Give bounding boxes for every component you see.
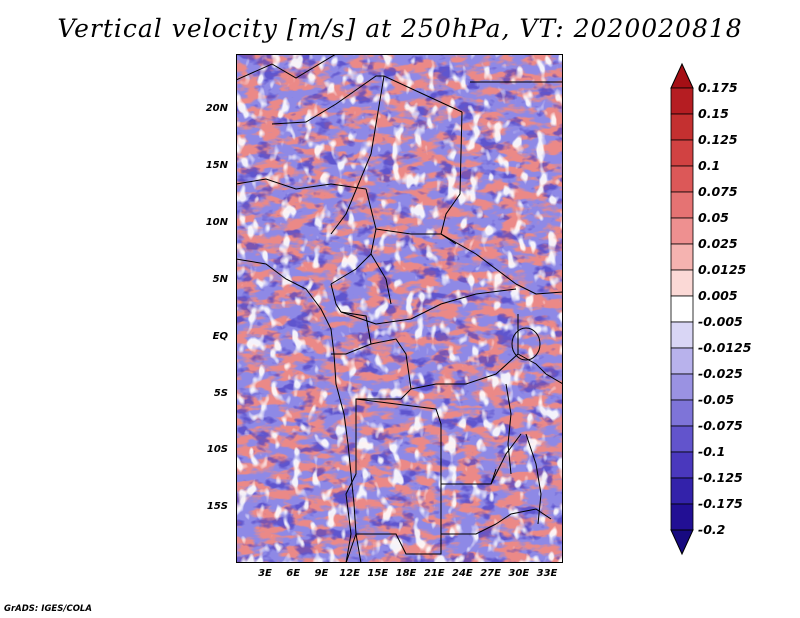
lon-tick-label: 9E — [314, 568, 329, 579]
map-panel — [236, 54, 563, 563]
colorbar-label: -0.125 — [698, 470, 743, 485]
colorbar-swatch — [670, 269, 694, 297]
lon-tick-label: 21E — [423, 568, 445, 579]
colorbar-label: 0.0125 — [698, 262, 747, 277]
colorbar-swatch — [670, 165, 694, 193]
colorbar-label: -0.025 — [698, 366, 743, 381]
colorbar-label: 0.15 — [698, 106, 729, 121]
lon-tick-label: 3E — [258, 568, 272, 579]
colorbar-swatch — [670, 503, 694, 531]
colorbar-swatch — [670, 451, 694, 479]
lat-tick-label: 15N — [205, 160, 228, 171]
lon-tick-label: 15E — [367, 568, 389, 579]
colorbar-label: 0.1 — [698, 158, 721, 173]
colorbar: 0.175 0.15 0.125 0.1 0.075 0.05 0.025 0.0125 0.0… — [670, 62, 790, 562]
colorbar-label: -0.175 — [698, 496, 743, 511]
colorbar-swatch — [670, 399, 694, 427]
lat-tick-label: 15S — [206, 501, 228, 512]
lat-tick-label: EQ — [212, 331, 228, 342]
colorbar-max-arrow — [670, 62, 694, 89]
colorbar-swatch — [670, 87, 694, 115]
colorbar-swatch — [670, 113, 694, 141]
lon-tick-label: 27E — [480, 568, 501, 579]
lon-tick-label: 18E — [395, 568, 417, 579]
lat-tick-label: 5S — [213, 388, 228, 399]
grads-credit: GrADS: IGES/COLA — [4, 604, 92, 614]
colorbar-label: -0.05 — [698, 392, 735, 407]
lon-tick-label: 6E — [286, 568, 301, 579]
colorbar-swatch — [670, 347, 694, 375]
lat-tick-label: 10N — [205, 217, 228, 228]
colorbar-label: 0.05 — [698, 210, 729, 225]
colorbar-swatch — [670, 321, 694, 349]
lon-tick-label: 30E — [508, 568, 530, 579]
field-neutral-pattern — [236, 54, 563, 563]
lat-tick-label: 10S — [206, 444, 228, 455]
vertical-velocity-field — [236, 54, 563, 563]
colorbar-swatch — [670, 425, 694, 453]
colorbar-bar — [670, 62, 694, 556]
colorbar-label: -0.2 — [698, 522, 726, 537]
colorbar-label: -0.0125 — [698, 340, 752, 355]
colorbar-label: -0.075 — [698, 418, 743, 433]
colorbar-label: 0.005 — [698, 288, 738, 303]
colorbar-label: -0.005 — [698, 314, 743, 329]
colorbar-label: 0.175 — [698, 80, 738, 95]
country-borders — [236, 54, 563, 563]
colorbar-label: -0.1 — [698, 444, 726, 459]
colorbar-label: 0.075 — [698, 184, 738, 199]
lat-tick-label: 5N — [212, 274, 228, 285]
colorbar-swatch — [670, 373, 694, 401]
colorbar-label: 0.025 — [698, 236, 738, 251]
lon-tick-label: 12E — [339, 568, 360, 579]
colorbar-min-arrow — [670, 529, 694, 556]
lon-tick-label: 24E — [452, 568, 473, 579]
colorbar-swatch — [670, 295, 694, 323]
colorbar-swatch — [670, 243, 694, 271]
map-title: Vertical velocity [m/s] at 250hPa, VT: 2… — [57, 14, 743, 43]
coastline — [236, 258, 362, 563]
great-lakes — [505, 327, 542, 525]
map-frame — [236, 54, 563, 563]
colorbar-swatch — [670, 139, 694, 167]
colorbar-label: 0.125 — [698, 132, 738, 147]
colorbar-swatch — [670, 477, 694, 505]
colorbar-swatch — [670, 217, 694, 245]
lat-tick-label: 20N — [205, 103, 228, 114]
lon-tick-label: 33E — [536, 568, 558, 579]
colorbar-swatch — [670, 191, 694, 219]
